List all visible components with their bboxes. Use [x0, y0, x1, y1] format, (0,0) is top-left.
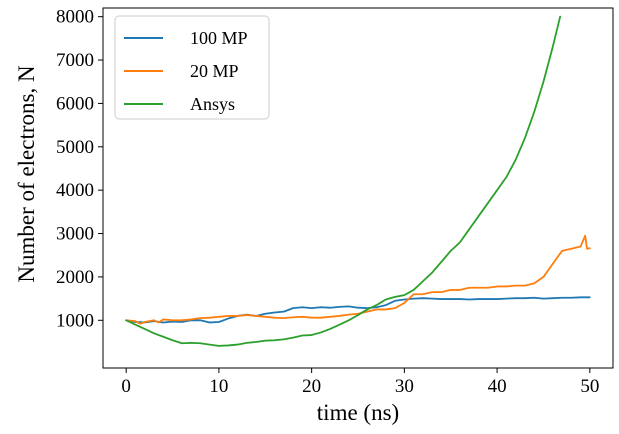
legend-label-2: Ansys	[190, 94, 235, 114]
y-tick-label: 4000	[56, 180, 94, 201]
x-tick-label: 40	[488, 376, 507, 397]
series-line-0	[125, 296, 591, 324]
y-axis-label: Number of electrons, N	[14, 65, 39, 283]
y-axis: 1000 2000 3000 4000 5000 6000 7000 8000	[56, 7, 103, 331]
x-tick-label: 0	[121, 376, 131, 397]
legend-label-0: 100 MP	[190, 28, 248, 48]
plot-frame	[102, 7, 614, 369]
y-tick-label: 3000	[56, 224, 94, 245]
y-tick-label: 2000	[56, 267, 94, 288]
y-tick-label: 7000	[56, 50, 94, 71]
y-tick-label: 8000	[56, 7, 94, 28]
x-tick-label: 10	[209, 376, 228, 397]
legend-box	[114, 15, 270, 120]
x-tick-label: 30	[395, 376, 414, 397]
legend-label-1: 20 MP	[190, 61, 239, 81]
y-tick-label: 1000	[56, 310, 94, 331]
series-line-1	[125, 234, 591, 325]
y-tick-label: 6000	[56, 93, 94, 114]
x-tick-label: 20	[302, 376, 321, 397]
x-axis: 0 10 20 30 40 50	[121, 368, 599, 397]
legend: 100 MP 20 MP Ansys	[114, 15, 270, 120]
series-layer	[125, 15, 591, 347]
series-line-2	[125, 15, 562, 347]
x-axis-label: time (ns)	[317, 400, 399, 425]
x-tick-label: 50	[580, 376, 599, 397]
y-tick-label: 5000	[56, 137, 94, 158]
